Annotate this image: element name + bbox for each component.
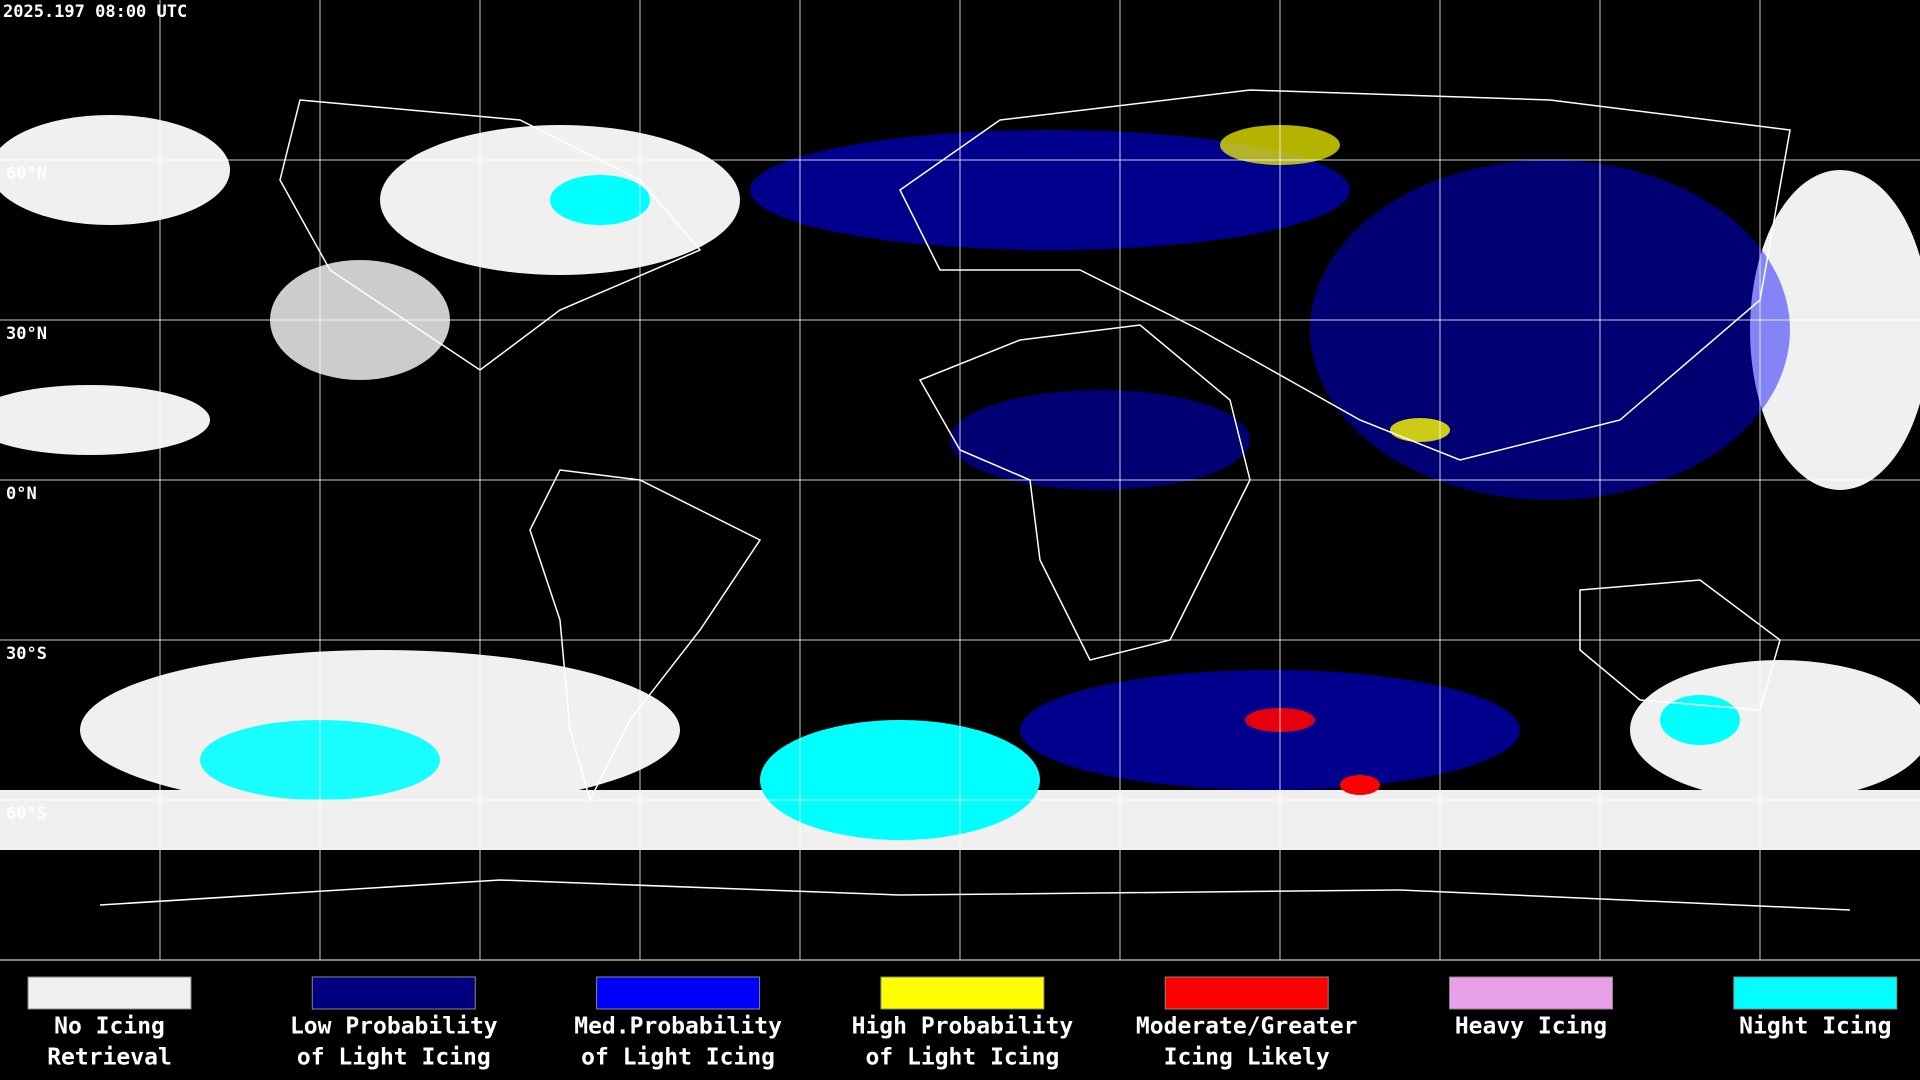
- latitude-labels: 60°N 30°N 0°N 30°S 60°S: [6, 164, 47, 824]
- legend-label: Med.Probability: [574, 1014, 782, 1040]
- legend-swatch: [880, 976, 1045, 1010]
- legend-swatch: [1164, 976, 1329, 1010]
- legend-label: Low Probability: [290, 1014, 498, 1040]
- legend-swatch: [27, 976, 192, 1010]
- legend-swatch: [1449, 976, 1613, 1010]
- legend-label: Moderate/Greater: [1136, 1014, 1358, 1040]
- latitude-label: 30°S: [6, 644, 47, 664]
- legend-swatch: [311, 976, 476, 1010]
- latitude-label: 60°S: [6, 804, 47, 824]
- legend-swatch: [1733, 976, 1898, 1010]
- cloud: [0, 115, 230, 225]
- timestamp: 2025.197 08:00 UTC: [3, 2, 187, 22]
- icing-area: [1310, 160, 1790, 500]
- icing-area: [950, 390, 1250, 490]
- legend: No Icing Retrieval Low Probability of Light…: [27, 976, 1898, 1071]
- cloud: [550, 175, 650, 225]
- legend-label: of Light Icing: [581, 1045, 775, 1071]
- cloud: [760, 720, 1040, 840]
- icing-area: [1390, 418, 1450, 442]
- coastline: [899, 89, 1791, 461]
- legend-label: of Light Icing: [865, 1045, 1059, 1071]
- coastline: [529, 469, 762, 803]
- legend-label: Heavy Icing: [1455, 1014, 1607, 1040]
- coastline: [279, 99, 702, 371]
- legend-swatch: [596, 976, 761, 1010]
- legend-label: High Probability: [852, 1014, 1074, 1040]
- latitude-label: 0°N: [6, 484, 37, 504]
- coastline: [918, 324, 1251, 661]
- cloud: [1660, 695, 1740, 745]
- graticule: [0, 0, 1920, 961]
- coastline: [99, 879, 1851, 911]
- latitude-label: 60°N: [6, 164, 47, 184]
- cloud: [0, 385, 210, 455]
- legend-label: Retrieval: [47, 1045, 172, 1071]
- latitude-label: 30°N: [6, 324, 47, 344]
- legend-label: Icing Likely: [1164, 1045, 1330, 1071]
- legend-label: Night Icing: [1739, 1014, 1891, 1040]
- legend-label: of Light Icing: [297, 1045, 491, 1071]
- cloud: [1630, 660, 1920, 800]
- icing-area: [1340, 775, 1380, 795]
- cloud: [1750, 170, 1920, 490]
- legend-label: No Icing: [54, 1014, 165, 1040]
